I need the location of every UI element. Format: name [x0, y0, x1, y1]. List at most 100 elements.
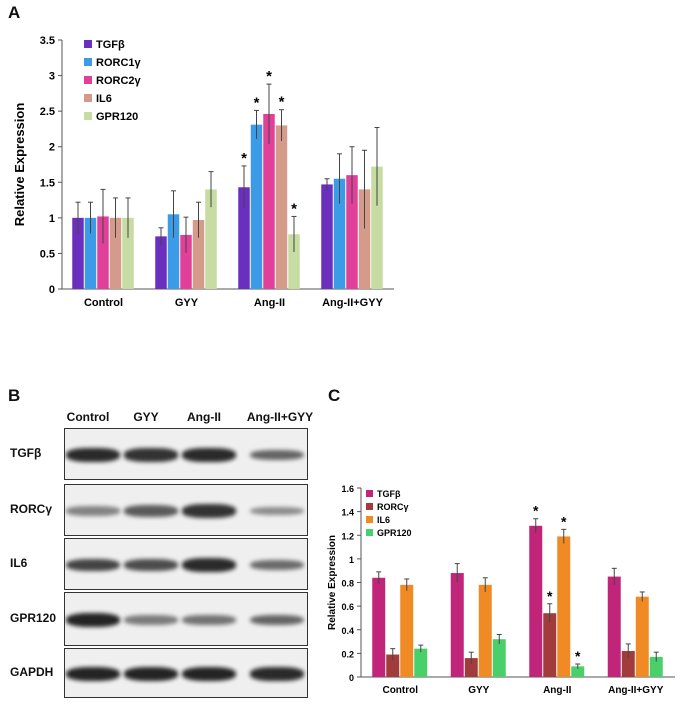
legend-label: GPR120 — [96, 111, 138, 123]
bar — [557, 536, 571, 677]
blot-strip — [64, 648, 308, 698]
y-tick-label: 1.6 — [341, 484, 354, 494]
y-tick-label: 1 — [49, 213, 55, 225]
category-label: GYY — [468, 685, 489, 696]
legend-swatch — [84, 94, 92, 102]
panel-label-a: A — [8, 3, 21, 22]
bar — [97, 216, 109, 289]
blot-lane-label: Ang-II — [187, 410, 221, 424]
blot-band — [66, 558, 120, 572]
bar — [167, 214, 180, 289]
legend-swatch — [366, 503, 373, 510]
bar — [275, 125, 288, 289]
blot-strip — [64, 428, 308, 480]
y-tick-label: 1 — [349, 555, 354, 565]
chart-a: 0 0.5 1 1.5 2 2.5 3 3.5 Relative Expression Contr… — [12, 35, 394, 309]
panel-label-b: B — [8, 386, 21, 405]
bar — [414, 648, 428, 677]
blot-band — [250, 614, 304, 626]
category-label: Ang-II+GYY — [608, 685, 664, 696]
western-blot: Control GYY Ang-II Ang-II+GYY TGFβ RORCγ IL6 GP… — [0, 400, 320, 708]
blot-band — [124, 615, 178, 625]
blot-strip — [64, 538, 308, 590]
legend-swatch — [366, 490, 373, 497]
category-label: GYY — [175, 297, 199, 309]
bar — [180, 234, 192, 289]
bar — [250, 124, 263, 289]
chart-c: 0 0.2 0.4 0.6 0.8 1 1.2 1.4 1.6 Relative Expressi… — [327, 484, 675, 696]
panel-label-c: C — [328, 386, 341, 405]
bar — [72, 217, 84, 289]
blot-band — [66, 506, 120, 516]
legend-swatch — [366, 529, 373, 536]
significance-star: * — [561, 513, 567, 529]
blot-band — [66, 612, 120, 628]
significance-star: * — [533, 503, 539, 519]
blot-band — [250, 666, 304, 682]
y-tick-label: 0.5 — [40, 248, 55, 260]
bar — [543, 613, 557, 677]
blot-row-label: GPR120 — [10, 611, 57, 625]
blot-row-label: IL6 — [10, 556, 28, 570]
bar — [358, 189, 371, 289]
blot-band — [250, 449, 304, 461]
bar — [205, 189, 217, 289]
bar — [492, 639, 506, 677]
bar — [109, 217, 122, 289]
significance-star: * — [575, 648, 581, 664]
blot-band — [182, 447, 236, 463]
y-tick-label: 3 — [49, 71, 55, 83]
y-tick-label: 2.5 — [40, 106, 55, 118]
blot-row-label: RORCγ — [10, 502, 53, 516]
bar — [371, 166, 383, 289]
legend-label: TGFβ — [96, 39, 125, 51]
y-tick-label: 0 — [49, 284, 55, 296]
legend-label: RORCγ — [377, 502, 409, 512]
bar — [464, 658, 478, 677]
legend-swatch — [84, 76, 92, 84]
bar — [400, 584, 414, 677]
bar — [333, 178, 346, 289]
significance-star: * — [241, 150, 247, 167]
legend-swatch — [84, 58, 92, 66]
y-tick-label: 0.2 — [341, 649, 354, 659]
y-tick-label: 0 — [349, 673, 354, 683]
blot-lane-label: Ang-II+GYY — [246, 410, 314, 424]
blot-band — [182, 614, 236, 626]
blot-band — [250, 506, 304, 516]
blot-band — [250, 559, 304, 571]
bar — [478, 584, 492, 677]
bar — [607, 576, 621, 677]
bar — [288, 234, 300, 289]
legend-label: TGFβ — [377, 489, 401, 499]
legend-label: IL6 — [96, 93, 112, 105]
blot-band — [124, 558, 178, 572]
y-tick-label: 0.6 — [341, 602, 354, 612]
category-label: Ang-II — [254, 297, 285, 309]
legend-swatch — [84, 40, 92, 48]
category-label: Control — [382, 685, 418, 696]
legend-label: RORC2γ — [96, 75, 142, 87]
blot-lane-label: GYY — [133, 410, 159, 424]
bar — [238, 187, 250, 289]
legend-label: GPR120 — [377, 528, 412, 538]
blot-row-label: TGFβ — [10, 446, 42, 460]
blot-band — [182, 504, 236, 518]
bar — [621, 651, 635, 677]
bar — [450, 573, 464, 677]
blot-strip — [64, 592, 308, 646]
y-tick-label: 1.5 — [40, 177, 55, 189]
bar — [192, 219, 205, 289]
blot-band — [182, 666, 236, 682]
bar — [263, 113, 275, 289]
blot-band — [124, 666, 178, 682]
category-label: Control — [84, 297, 123, 309]
blot-strip — [64, 484, 308, 536]
legend-swatch — [366, 516, 373, 523]
blot-band — [124, 448, 178, 462]
category-label: Ang-II — [543, 685, 572, 696]
y-tick-label: 1.4 — [341, 508, 354, 518]
category-label: Ang-II+GYY — [322, 297, 383, 309]
y-axis-label: Relative Expression — [327, 535, 338, 630]
bar — [372, 577, 386, 677]
